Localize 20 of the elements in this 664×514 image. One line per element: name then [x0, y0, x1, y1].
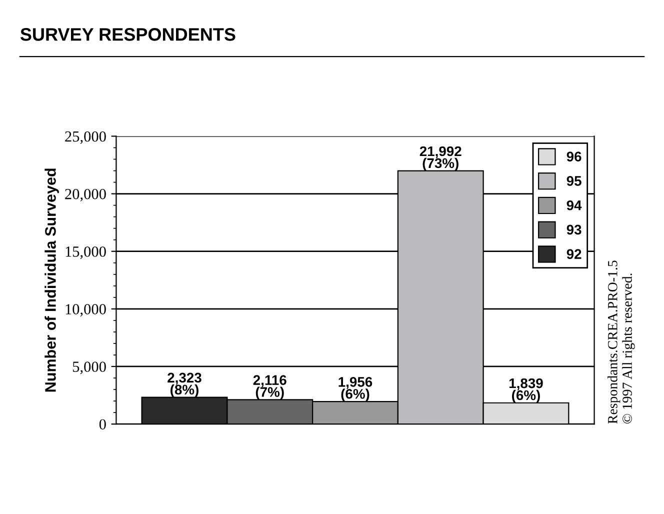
data-label: 2,323 (8%): [168, 372, 202, 398]
y-tick-label: 15,000: [66, 246, 106, 259]
y-tick-label: 25,000: [65, 131, 106, 144]
data-label: 1,839 (6%): [509, 378, 543, 403]
legend-label: 92: [566, 249, 582, 259]
y-tick-label: 5,000: [72, 362, 106, 374]
text: Respondants.CREA.PRO-1.5: [608, 260, 620, 424]
text: © 1997 All rights reserved.: [622, 274, 635, 424]
legend-label: 94: [566, 200, 582, 210]
data-label: 2,116 (7%): [253, 375, 286, 400]
y-tick-label: 20,000: [65, 188, 106, 202]
legend-label: 93: [566, 224, 582, 235]
y-tick-label: 0: [99, 419, 106, 430]
legend-label: 96: [566, 152, 582, 162]
legend-label: 95: [566, 176, 582, 186]
chart-title: SURVEY RESPONDENTS: [20, 28, 236, 41]
data-label: 1,956 (6%): [338, 377, 372, 402]
y-axis-title: Number of Individula Surveyed: [44, 168, 59, 392]
y-tick-label: 10,000: [66, 304, 106, 317]
data-label: 21,992 (73%): [420, 146, 462, 171]
